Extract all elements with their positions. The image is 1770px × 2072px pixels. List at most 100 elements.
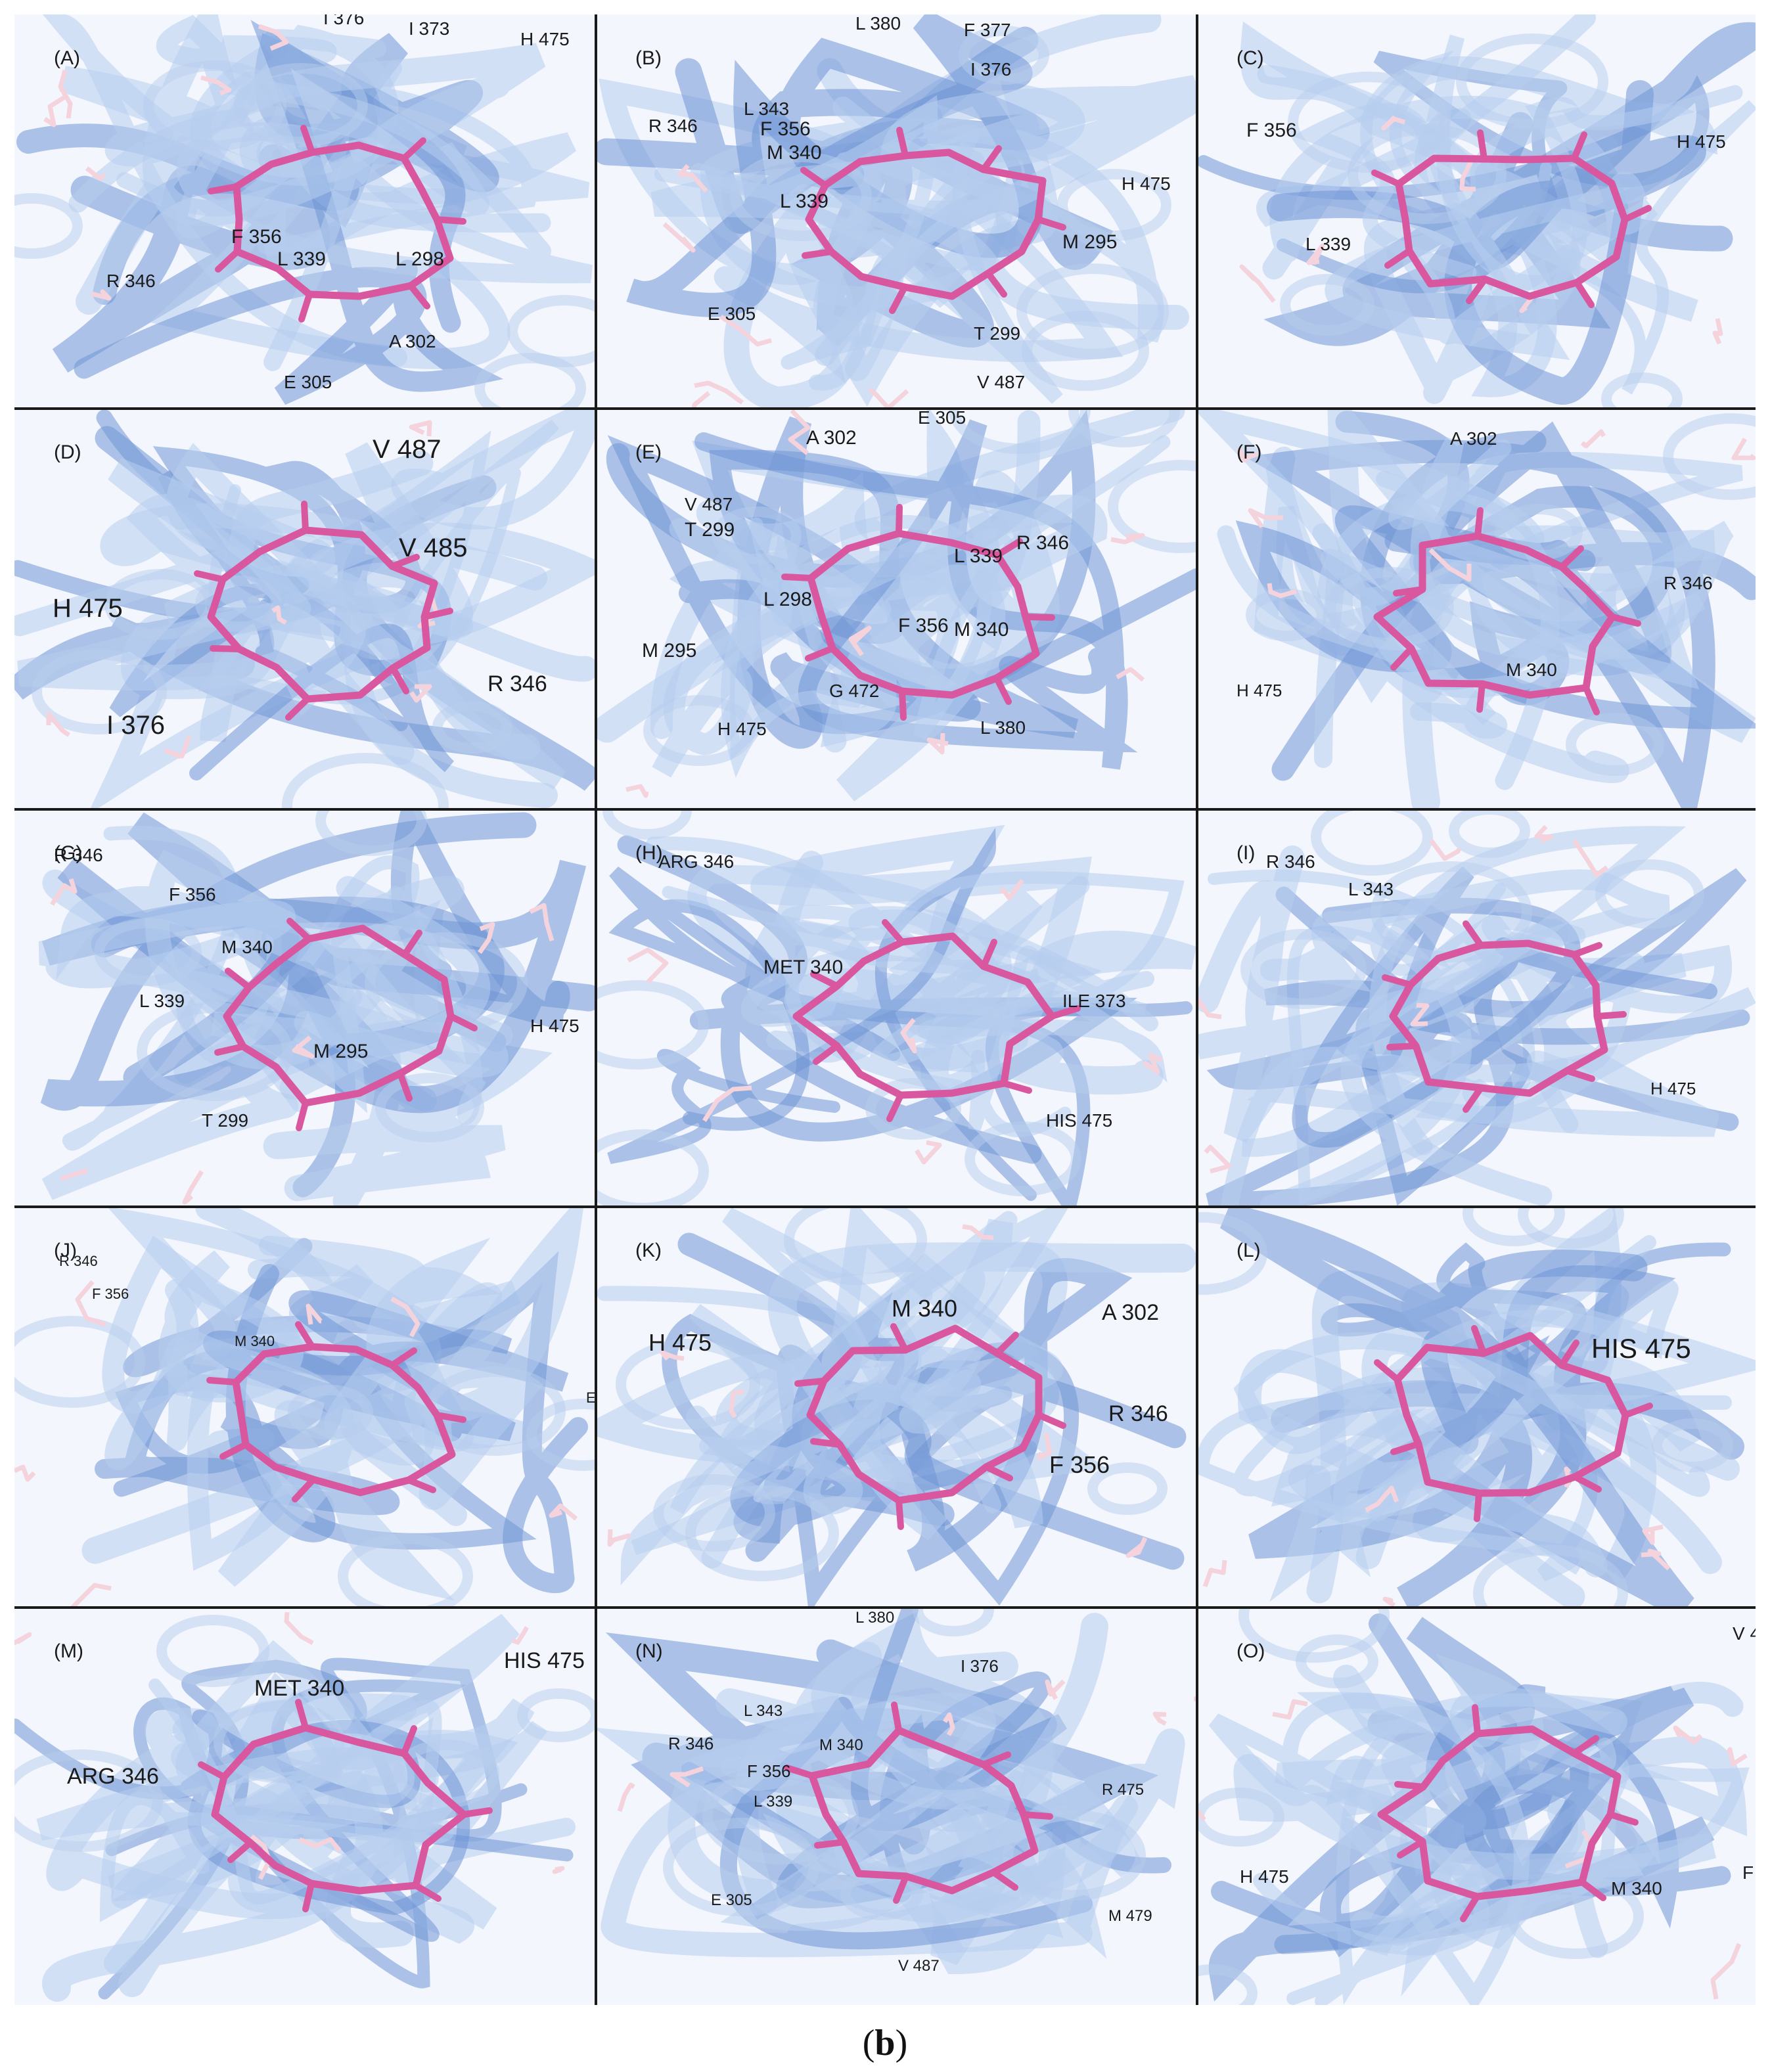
residue-label: H 475 (1237, 681, 1282, 700)
panel-a: (A) I 376 I 373 H 475 F 356 L 339 L 298 R 346 A … (14, 14, 596, 409)
residue-label: H 475 (1650, 1079, 1696, 1098)
panel-label: (J) (54, 1240, 77, 1261)
residue-label: MET 340 (763, 957, 844, 978)
residue-label: L 339 (1305, 234, 1351, 254)
residue-label: L 343 (744, 99, 790, 119)
residue-label: E 305 (708, 304, 756, 324)
residue-label: R 346 (106, 271, 156, 291)
protein-render (596, 14, 1197, 409)
panel-label: (A) (54, 47, 80, 69)
residue-label: E 371 (586, 1389, 596, 1406)
caption-letter: b (874, 2023, 896, 2063)
residue-label: M 479 (1108, 1907, 1152, 1925)
protein-render (596, 409, 1197, 801)
residue-label: V 487 (685, 494, 733, 514)
panel-l: (L) HIS 475 (1197, 1207, 1756, 1608)
protein-render (1197, 1608, 1750, 2005)
residue-label: F 356 (1246, 120, 1297, 141)
residue-label: ARG 346 (658, 851, 735, 872)
residue-label: F 356 (1049, 1451, 1110, 1478)
figure-grid: (A) I 376 I 373 H 475 F 356 L 339 L 298 R 346 A … (14, 14, 1756, 2005)
panel-d: (D) V 487 V 485 H 475 I 376 R 346 (14, 409, 596, 809)
protein-render (596, 1207, 1196, 1608)
residue-label: V 485 (399, 533, 468, 562)
panel-label: (K) (635, 1240, 662, 1261)
residue-label: H 475 (717, 719, 767, 739)
residue-label: E 305 (918, 409, 966, 428)
residue-label: T 299 (685, 519, 735, 541)
residue-label: R 346 (59, 1253, 98, 1269)
panel-label: (B) (635, 47, 662, 69)
protein-render (38, 809, 596, 1207)
panel-i: (I) R 346 L 343 H 475 (1197, 809, 1756, 1207)
grid-divider-vertical (595, 14, 597, 2005)
residue-label: V 487 (1733, 1623, 1756, 1644)
residue-label: M 340 (1506, 660, 1557, 680)
protein-render (14, 409, 596, 809)
panel-g: (G) R 346 F 356 M 340 L 339 H 475 M 295 T 299 (14, 809, 596, 1207)
residue-label: R 475 (1102, 1781, 1145, 1799)
residue-label: A 302 (806, 427, 857, 449)
residue-label: L 298 (396, 248, 444, 270)
protein-render (1197, 14, 1756, 409)
residue-label: I 376 (961, 1656, 999, 1676)
residue-label: ILE 373 (1062, 991, 1126, 1011)
residue-label: HIS 475 (1046, 1110, 1113, 1131)
protein-render (596, 809, 1196, 1207)
panel-label: (I) (1237, 842, 1256, 864)
residue-label: H 475 (1122, 173, 1171, 194)
residue-label: F 356 (760, 118, 811, 140)
panel-label: (C) (1237, 47, 1264, 69)
residue-label: R 346 (1266, 851, 1315, 872)
residue-label: M 340 (954, 619, 1009, 641)
residue-label: L 343 (744, 1702, 783, 1720)
residue-label: I 376 (970, 59, 1012, 79)
figure-caption: (b) (862, 2023, 908, 2063)
residue-label: M 340 (235, 1333, 275, 1349)
residue-label: I 373 (409, 18, 450, 39)
residue-label: V 487 (898, 1957, 940, 1975)
residue-label: L 339 (954, 545, 1003, 567)
panel-label: (G) (54, 842, 83, 864)
residue-label: A 302 (1102, 1300, 1159, 1325)
grid-divider-horizontal (14, 808, 1756, 811)
residue-label: L 339 (139, 991, 185, 1011)
residue-label: F 356 (169, 884, 216, 905)
residue-label: L 339 (277, 248, 326, 270)
panel-e: (E) E 305 A 302 V 487 T 299 L 339 R 346 L 298 F … (596, 409, 1197, 809)
residue-label: L 380 (855, 14, 901, 34)
residue-label: R 346 (488, 671, 547, 696)
panel-k: (K) M 340 A 302 H 475 R 346 F 356 (596, 1207, 1197, 1608)
residue-label: R 346 (1664, 573, 1713, 593)
residue-label: M 340 (1611, 1878, 1662, 1899)
protein-render (14, 1611, 596, 2002)
residue-label: MET 340 (254, 1676, 345, 1701)
residue-label: L 298 (763, 589, 812, 610)
residue-label: H 475 (530, 1016, 579, 1036)
residue-label: M 340 (819, 1736, 863, 1754)
grid-divider-horizontal (14, 1205, 1756, 1208)
residue-label: H 475 (1677, 131, 1726, 152)
residue-label: V 487 (373, 435, 442, 464)
residue-label: T 299 (202, 1110, 249, 1131)
protein-render (1197, 409, 1756, 809)
panel-h: (H) ARG 346 MET 340 ILE 373 HIS 475 (596, 809, 1197, 1207)
residue-label: ARG 346 (67, 1764, 159, 1789)
residue-label: L 380 (855, 1609, 895, 1627)
protein-render (596, 1608, 1197, 1975)
residue-label: M 295 (313, 1041, 369, 1062)
panel-label: (E) (635, 441, 662, 463)
panel-c: (C) F 356 H 475 L 339 (1197, 14, 1756, 409)
residue-label: T 299 (974, 323, 1021, 344)
panel-b: (B) L 380 F 377 I 376 L 343 R 346 F 356 M 340 H … (596, 14, 1197, 409)
grid-divider-horizontal (14, 407, 1756, 410)
residue-label: L 339 (780, 191, 828, 212)
residue-label: M 340 (892, 1295, 958, 1322)
panel-m: (M) MET 340 HIS 475 ARG 346 (14, 1608, 596, 2005)
residue-label: F 356 (92, 1286, 129, 1302)
residue-label: L 343 (1348, 879, 1394, 899)
panel-n: (N) L 380 I 376 L 343 R 346 M 340 F 356 R 475 L … (596, 1608, 1197, 2005)
residue-label: H 475 (1240, 1866, 1289, 1887)
